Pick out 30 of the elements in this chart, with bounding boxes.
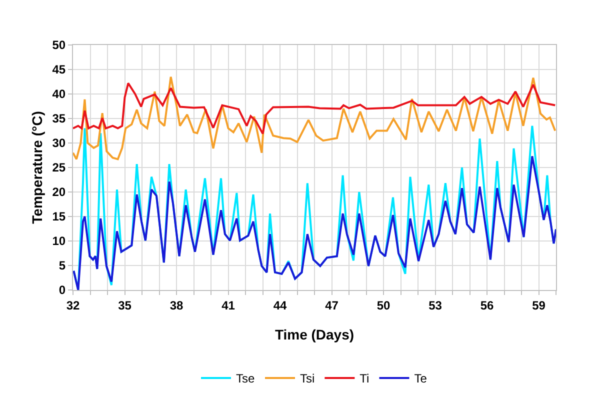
y-tick-label: 45: [52, 62, 66, 77]
y-axis-title: Temperature (°C): [28, 111, 45, 224]
x-tick-label: 50: [376, 298, 390, 312]
x-tick-label: 38: [170, 298, 184, 312]
legend-label: Ti: [360, 372, 370, 386]
y-tick-label: 30: [52, 136, 66, 150]
x-tick-label: 56: [480, 298, 494, 312]
y-tick-label: 5: [58, 258, 66, 273]
y-tick-label: 50: [52, 38, 66, 52]
y-tick-label: 25: [52, 160, 66, 175]
legend-label: Tse: [236, 372, 255, 386]
line-series: [73, 155, 556, 290]
x-tick-label: 47: [325, 298, 339, 312]
legend-label: Te: [414, 372, 428, 386]
y-tick-label: 15: [52, 210, 66, 224]
y-tick-label: 35: [52, 112, 66, 126]
y-tick-label: 10: [52, 234, 66, 248]
line-series: [73, 82, 556, 135]
x-tick-label: 41: [222, 298, 236, 312]
legend-label: Tsi: [300, 372, 315, 386]
x-axis-title: Time (Days): [274, 326, 354, 343]
x-tick-label: 59: [532, 298, 546, 312]
y-tick-label: 40: [52, 87, 66, 102]
y-tick-label: 20: [52, 185, 66, 200]
y-tick-label: 0: [58, 283, 66, 298]
x-tick-label: 53: [428, 298, 442, 312]
x-tick-label: 44: [273, 298, 287, 312]
x-tick-label: 35: [118, 298, 132, 312]
x-tick-label: 32: [66, 298, 80, 312]
line-series: [73, 76, 556, 160]
